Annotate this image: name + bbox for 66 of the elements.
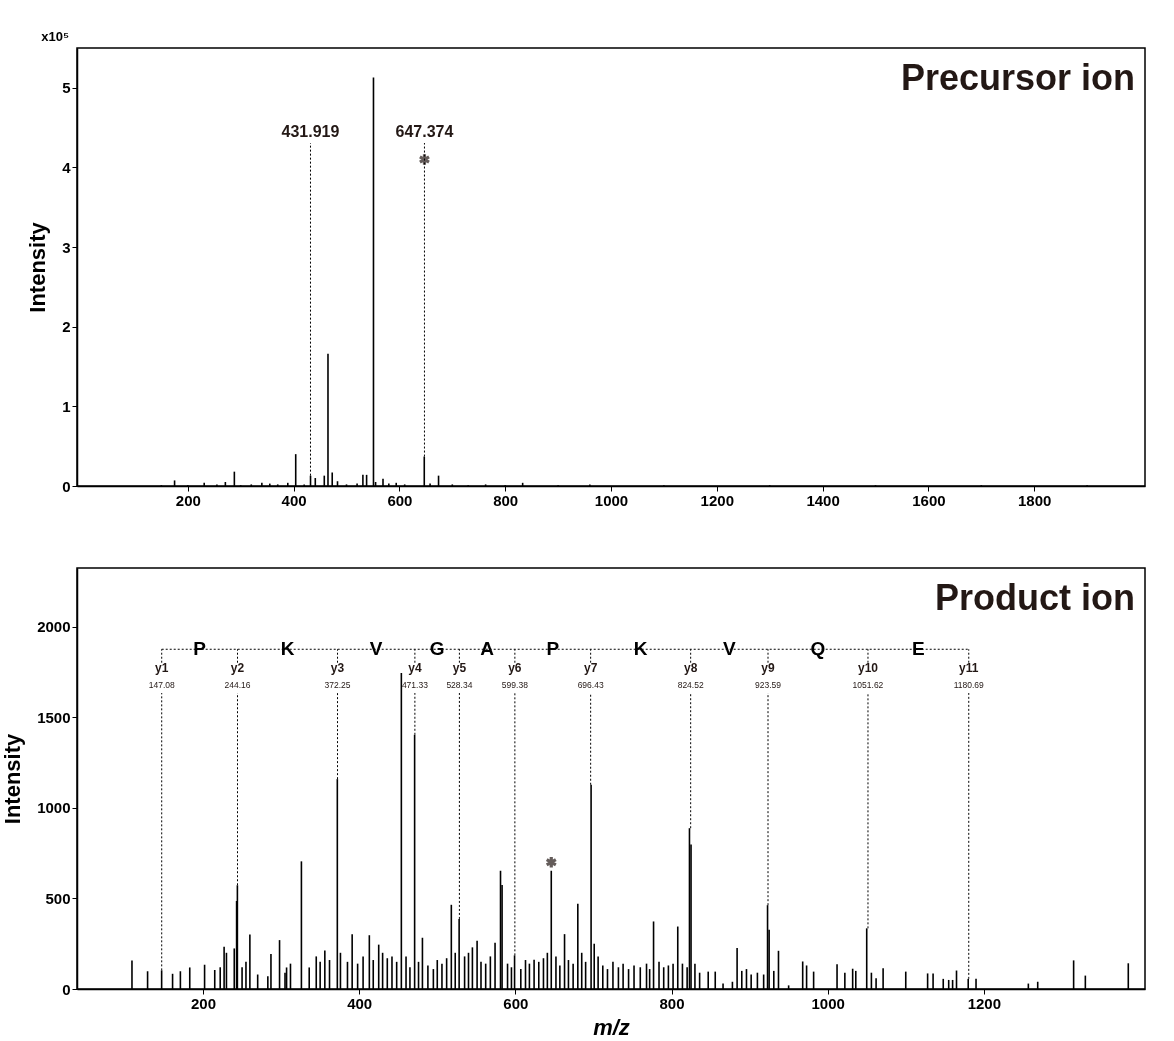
annotation: 1051.62 — [852, 680, 884, 691]
y-tick-label: 5 — [62, 79, 71, 97]
annotation: 647.374 — [395, 122, 454, 140]
annotation: y8 — [683, 660, 698, 675]
annotation: V — [722, 638, 736, 660]
x-tick-label: 400 — [281, 491, 307, 509]
annotation: y11 — [959, 660, 979, 675]
chart-title: Product ion — [935, 577, 1135, 618]
annotation: K — [633, 638, 648, 660]
text: x10⁵ — [41, 29, 69, 44]
annotation: 147.08 — [148, 680, 175, 691]
chart-title: Precursor ion — [900, 57, 1135, 98]
y-tick-label: 0 — [62, 477, 71, 495]
y-tick-label: 0 — [62, 980, 71, 998]
annotation: V — [369, 638, 383, 660]
annotation: y4 — [408, 660, 422, 675]
annotation: 471.33 — [401, 680, 429, 691]
x-axis-title: m/z — [593, 1014, 630, 1040]
annotation: P — [193, 638, 207, 660]
annotation: 372.25 — [324, 680, 351, 691]
annotation: y2 — [230, 660, 245, 675]
y-axis-title: Intensity — [25, 221, 51, 313]
y-tick-label: 1 — [62, 397, 71, 415]
annotation: 1180.69 — [953, 680, 985, 691]
annotation: 696.43 — [577, 680, 604, 691]
x-tick-label: 600 — [503, 994, 529, 1012]
annotation: y1 — [155, 660, 169, 675]
annotation: 431.919 — [281, 122, 340, 140]
y-tick-label: 2000 — [37, 618, 71, 636]
y-tick-label: 1000 — [37, 799, 71, 817]
y-tick-label: 3 — [62, 238, 71, 256]
annotation: K — [280, 638, 295, 660]
x-tick-label: 400 — [347, 994, 373, 1012]
y-tick-label: 4 — [62, 158, 72, 176]
y-tick-label: 2 — [62, 318, 71, 336]
x-tick-label: 1000 — [811, 994, 845, 1012]
y-tick-label: 500 — [45, 889, 71, 907]
x-tick-label: 1600 — [912, 491, 946, 509]
x-tick-label: 600 — [387, 491, 413, 509]
x-tick-label: 1200 — [967, 994, 1002, 1012]
x-tick-label: 800 — [493, 491, 519, 509]
annotation: 599.38 — [501, 680, 529, 691]
x-tick-label: 1800 — [1018, 491, 1052, 509]
annotation: y10 — [857, 660, 879, 675]
x-tick-label: 200 — [175, 491, 201, 509]
annotation: G — [429, 638, 445, 660]
annotation: y3 — [330, 660, 345, 675]
annotation: Q — [810, 638, 826, 660]
x-tick-label: 1000 — [594, 491, 629, 509]
annotation: y9 — [761, 660, 776, 675]
annotation: P — [546, 638, 560, 660]
x-tick-label: 800 — [659, 994, 685, 1012]
annotation: A — [480, 638, 495, 660]
annotation: y6 — [508, 660, 522, 675]
y-tick-label: 1500 — [37, 708, 71, 726]
x-tick-label: 1400 — [806, 491, 840, 509]
annotation: 923.59 — [755, 680, 782, 691]
annotation: y7 — [583, 660, 598, 675]
x-tick-label: 1200 — [700, 491, 734, 509]
annotation: 824.52 — [677, 680, 704, 691]
annotation: E — [912, 638, 925, 660]
annotation: y5 — [452, 660, 467, 675]
annotation: 528.34 — [446, 680, 473, 691]
x-tick-label: 200 — [191, 994, 217, 1012]
annotation: 244.16 — [224, 680, 251, 691]
y-axis-title: Intensity — [0, 733, 26, 825]
